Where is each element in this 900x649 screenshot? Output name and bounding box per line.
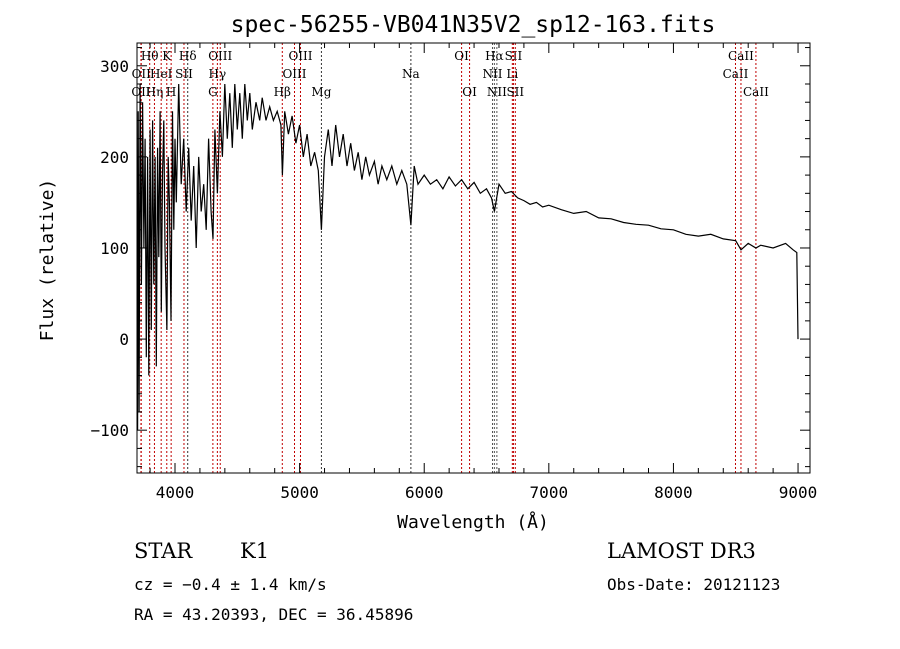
line-label: Mg (311, 85, 331, 99)
x-axis-label: Wavelength (Å) (397, 511, 549, 533)
line-label: Hβ (274, 85, 291, 99)
line-label: CaII (743, 85, 769, 99)
line-label: OIII (208, 49, 232, 63)
x-tick-label: 4000 (156, 483, 195, 502)
line-label: Hα (485, 49, 504, 63)
y-tick-label: −100 (90, 421, 129, 440)
spectrum-series (137, 83, 799, 431)
line-label: Hη (146, 85, 164, 99)
line-label: SII (505, 49, 523, 63)
line-label: SII (506, 85, 524, 99)
x-tick-label: 6000 (405, 483, 444, 502)
line-label: HeI (150, 67, 173, 81)
survey-name: LAMOST DR3 (607, 539, 756, 563)
redshift-cz: cz = −0.4 ± 1.4 km/s (134, 575, 327, 594)
line-label: G (208, 85, 218, 99)
line-label: CaII (728, 49, 754, 63)
y-tick-label: 200 (100, 148, 129, 167)
x-tick-label: 7000 (530, 483, 569, 502)
line-label: H (166, 85, 176, 99)
line-label: Hδ (179, 49, 197, 63)
line-label: K (162, 49, 172, 63)
y-tick-label: 100 (100, 239, 129, 258)
line-label: Li (506, 67, 518, 81)
x-tick-label: 5000 (280, 483, 319, 502)
line-label: OI (462, 85, 477, 99)
x-tick-label: 9000 (779, 483, 818, 502)
plot-frame (136, 42, 811, 474)
spectrum-line (137, 83, 799, 431)
line-label: NII (487, 85, 507, 99)
line-label: OIII (282, 67, 306, 81)
chart-title: spec-56255-VB041N35V2_sp12-163.fits (231, 12, 716, 38)
line-label: Hγ (209, 67, 227, 81)
y-axis-label: Flux (relative) (37, 179, 58, 342)
line-label: CaII (723, 67, 749, 81)
line-label: OIII (288, 49, 312, 63)
line-label: OII (132, 67, 152, 81)
emission-line-markers: OIIOIIHθHηHeIKHSIIHδGHγOIIIHβOIIIOIIIMgN… (131, 43, 769, 473)
axes: 4000 5000 6000 7000 8000 9000 −100 0 100 200 300 (90, 43, 817, 502)
line-label: Hθ (141, 49, 159, 63)
y-tick-label: 0 (119, 330, 129, 349)
line-label: Na (402, 67, 420, 81)
coordinates: RA = 43.20393, DEC = 36.45896 (134, 605, 413, 624)
line-label: SII (175, 67, 193, 81)
line-label: NII (483, 67, 503, 81)
x-tick-label: 8000 (654, 483, 693, 502)
object-class: STAR (134, 539, 193, 563)
y-tick-label: 300 (100, 57, 129, 76)
obs-date: Obs-Date: 20121123 (607, 575, 780, 594)
line-label: OI (454, 49, 469, 63)
object-subclass: K1 (240, 539, 269, 563)
